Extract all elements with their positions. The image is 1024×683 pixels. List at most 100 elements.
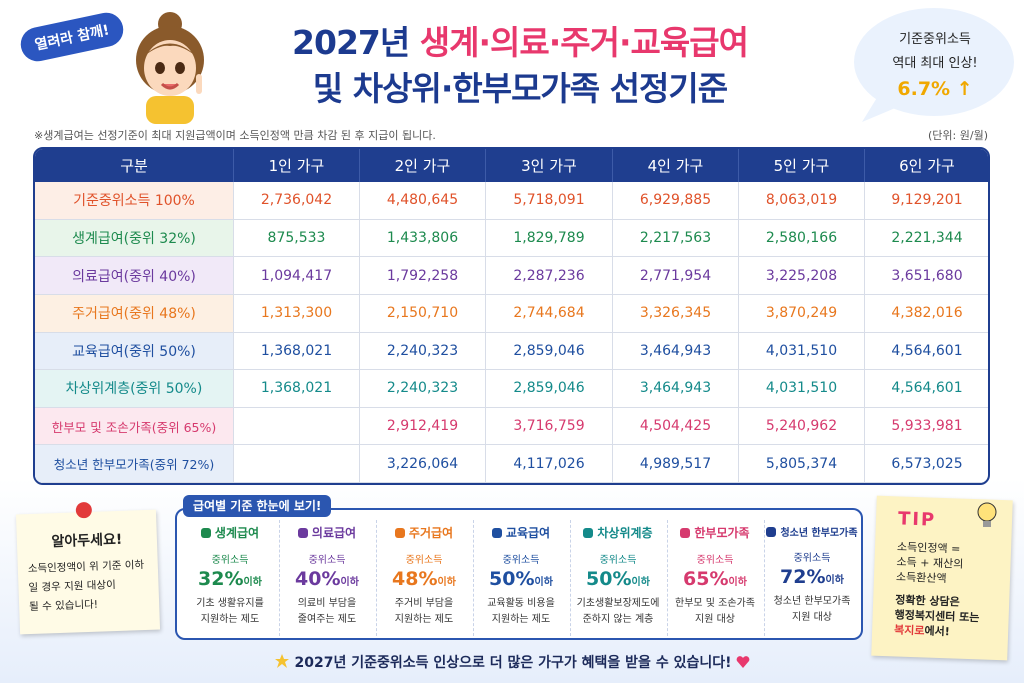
card-percent: 40%	[295, 568, 341, 590]
card-header: 교육급여	[472, 524, 570, 541]
card-percent-line: 48%이하	[375, 568, 473, 590]
table-cell: 2,771,954	[613, 257, 739, 295]
table-cell	[234, 445, 360, 483]
card-desc-line: 기초 생활유지를	[196, 598, 264, 609]
summary-title: 급여별 기준 한눈에 보기!	[183, 495, 332, 517]
table-cell: 3,464,943	[613, 332, 739, 371]
card-name: 생계급여	[214, 526, 260, 540]
title-line-2: 및 차상위·한부모가족 선정기준	[312, 69, 728, 108]
table-cell: 2,240,323	[360, 370, 486, 408]
header-cell: 구분	[35, 149, 234, 182]
title-line-1: 2027년 생계·의료·주거·교육급여	[220, 16, 820, 64]
card-name: 교육급여	[505, 526, 551, 540]
card-suffix: 이하	[825, 575, 844, 586]
table-cell: 4,031,510	[739, 370, 865, 408]
card-desc: 기초 생활유지를 지원하는 제도	[181, 596, 279, 628]
card-percent: 72%	[780, 566, 826, 588]
card-header: 의료급여	[278, 524, 376, 541]
unit: (단위: 원/월)	[928, 129, 988, 142]
card-header: 주거급여	[375, 524, 473, 541]
card-icon	[200, 528, 211, 538]
card-name: 의료급여	[311, 526, 357, 540]
summary-panel: 생계급여 중위소득 32%이하 기초 생활유지를 지원하는 제도 의료급여 중위소득 40%이…	[175, 508, 863, 640]
card-suffix: 이하	[534, 577, 553, 588]
card-desc-line: 한부모 및 조손가족	[675, 598, 755, 609]
card-desc-line: 준하지 않는 계층	[582, 614, 654, 625]
note: ※생계급여는 선정기준이 최대 지원급액이며 소득인정액 만큼 차감 된 후 지…	[34, 129, 436, 142]
table-cell	[234, 407, 360, 446]
card-percent: 32%	[198, 568, 244, 590]
table-cell: 6,573,025	[865, 445, 988, 483]
card-label: 중위소득	[211, 555, 249, 566]
card-label: 중위소득	[405, 555, 443, 566]
card-percent-line: 50%이하	[472, 568, 570, 590]
table-cell: 1,368,021	[234, 332, 360, 371]
table-cell: 2,744,684	[486, 294, 613, 333]
card-icon	[491, 528, 502, 538]
summary-card: 차상위계층 중위소득 50%이하 기초생활보장제도에 준하지 않는 계층	[569, 520, 668, 636]
heart-icon	[737, 656, 750, 668]
card-percent-line: 40%이하	[278, 568, 376, 590]
card-desc-line: 지원하는 제도	[394, 614, 454, 625]
table-cell: 2,580,166	[739, 219, 865, 258]
card-label: 중위소득	[793, 553, 831, 564]
card-header: 청소년 한부모가족	[763, 524, 861, 539]
row-label: 한부모 및 조손가족(중위 65%)	[35, 407, 234, 446]
table-cell: 3,716,759	[486, 407, 613, 446]
table-cell: 3,651,680	[865, 257, 988, 295]
table-cell: 2,859,046	[486, 370, 613, 408]
table-cell: 3,870,249	[739, 294, 865, 333]
summary-card: 청소년 한부모가족 중위소득 72%이하 청소년 한부모가족 지원 대상	[763, 520, 861, 636]
table-cell: 2,221,344	[865, 220, 988, 258]
row-label: 청소년 한부모가족(중위 72%)	[35, 445, 234, 483]
card-suffix: 이하	[437, 577, 456, 588]
card-header: 생계급여	[181, 524, 279, 541]
table-cell: 3,226,064	[360, 445, 486, 483]
row-label: 기준중위소득 100%	[35, 182, 234, 220]
table-cell: 5,718,091	[486, 182, 613, 220]
card-percent: 48%	[392, 568, 438, 590]
card-label: 중위소득	[502, 555, 540, 566]
card-suffix: 이하	[243, 577, 262, 588]
card-desc-line: 줄여주는 제도	[297, 614, 357, 625]
table-cell: 2,287,236	[486, 257, 613, 295]
notice-line: 될 수 있습니다!	[28, 598, 99, 614]
footer-text: 2027년 기준중위소득 인상으로 더 많은 가구가 혜택을 받을 수 있습니다…	[294, 655, 732, 671]
card-header: 한부모가족	[666, 524, 764, 541]
card-desc: 기초생활보장제도에 준하지 않는 계층	[569, 596, 667, 628]
card-desc-line: 지원하는 제도	[491, 614, 551, 625]
card-desc: 교육활동 비용을 지원하는 제도	[472, 596, 570, 628]
row-label: 차상위계층(중위 50%)	[35, 370, 234, 408]
table: 구분 1인 가구 2인 가구 3인 가구 4인 가구 5인 가구 6인 가구 기준중위소득 1…	[33, 147, 990, 485]
table-cell: 9,129,201	[865, 182, 988, 220]
character-illustration	[136, 12, 204, 124]
table-cell: 875,533	[234, 219, 360, 258]
table-cell: 3,326,345	[613, 294, 739, 333]
header-cell: 5인 가구	[739, 149, 865, 182]
card-icon	[394, 528, 405, 538]
card-icon	[297, 528, 308, 538]
table-cell: 1,368,021	[234, 370, 360, 408]
star-icon	[274, 654, 289, 668]
table-cell: 5,805,374	[739, 445, 865, 483]
table-cell: 2,150,710	[360, 294, 486, 333]
table-cell: 6,929,885	[613, 182, 739, 220]
table-cell: 1,792,258	[360, 257, 486, 295]
card-label: 중위소득	[308, 555, 346, 566]
table-cell: 2,736,042	[234, 182, 360, 220]
header-cell: 3인 가구	[486, 149, 613, 182]
table-cell: 2,217,563	[613, 219, 739, 258]
row-label: 주거급여(중위 48%)	[35, 294, 234, 333]
card-desc: 한부모 및 조손가족 지원 대상	[666, 596, 764, 628]
card-name: 한부모가족	[694, 526, 750, 540]
card-label: 중위소득	[696, 555, 734, 566]
card-desc: 의료비 부담을 줄여주는 제도	[278, 596, 376, 628]
header-cell: 4인 가구	[613, 149, 739, 182]
badge: 열려라 참깨!	[17, 9, 127, 65]
card-name: 청소년 한부모가족	[780, 528, 858, 539]
header-cell: 2인 가구	[360, 149, 486, 182]
title-prefix: 2027년	[292, 23, 410, 62]
